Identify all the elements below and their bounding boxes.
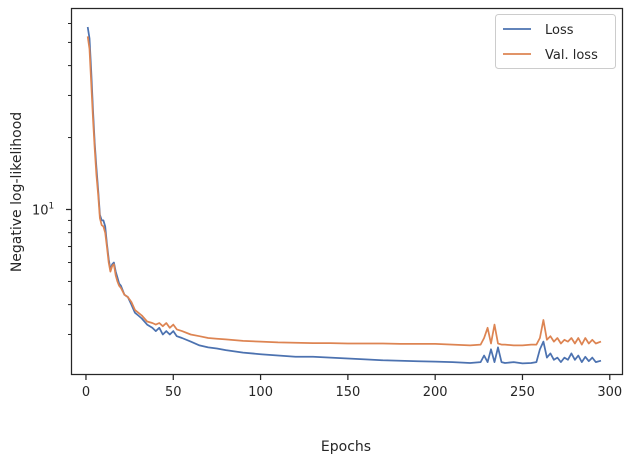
y-tick-exponent: 1 (49, 202, 55, 212)
x-axis: 0 50 100 150 200 250 300 (82, 374, 622, 400)
x-tick-label: 100 (248, 385, 273, 400)
series-line-val-loss (86, 36, 602, 347)
y-tick-base: 10 (32, 204, 49, 219)
x-tick-label: 200 (423, 385, 448, 400)
y-axis: 101 (32, 23, 72, 335)
series-layer (86, 26, 602, 365)
x-tick-label: 150 (335, 385, 360, 400)
x-tick-label: 300 (597, 385, 622, 400)
y-axis-title: Negative log-likelihood (9, 112, 25, 272)
plot-frame (70, 7, 624, 376)
legend-label-val-loss: Val. loss (545, 48, 598, 63)
series-line-loss (86, 26, 602, 365)
x-tick-label: 250 (510, 385, 535, 400)
x-axis-title: Epochs (321, 439, 371, 455)
legend: Loss Val. loss (495, 14, 616, 69)
y-tick-label: 101 (32, 202, 54, 219)
x-tick-label: 0 (82, 385, 90, 400)
legend-box (495, 14, 616, 69)
x-tick-label: 50 (165, 385, 182, 400)
legend-label-loss: Loss (545, 23, 574, 38)
